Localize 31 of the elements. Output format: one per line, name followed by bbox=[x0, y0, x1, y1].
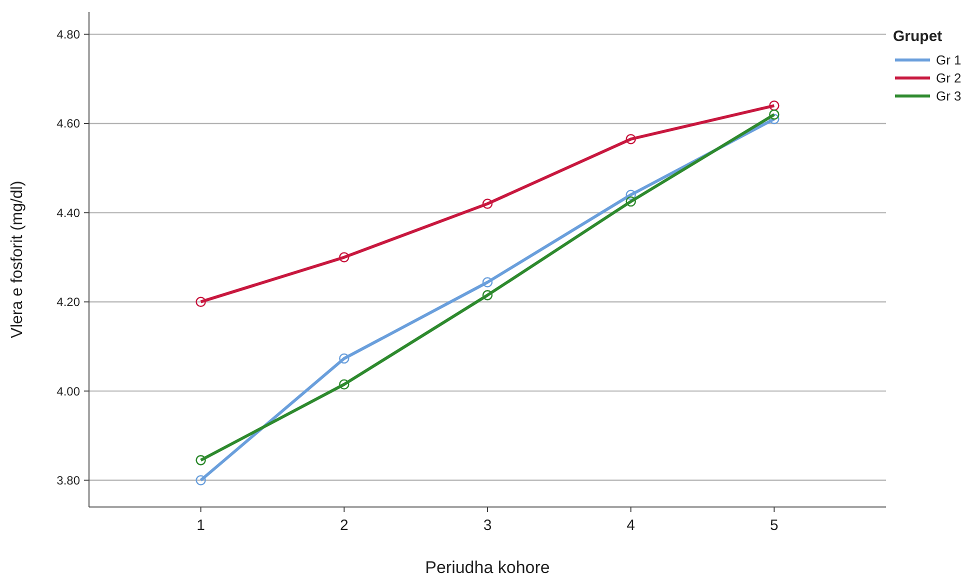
y-axis-title: Vlera e fosforit (mg/dl) bbox=[9, 180, 26, 338]
point bbox=[339, 379, 350, 390]
point bbox=[339, 353, 350, 364]
point bbox=[482, 290, 493, 300]
point bbox=[339, 252, 350, 262]
x-tick-label: 3 bbox=[483, 517, 492, 534]
y-tick-label: 4.80 bbox=[56, 27, 80, 42]
legend-label: Gr 3 bbox=[936, 88, 962, 104]
legend-title: Grupet bbox=[893, 28, 942, 45]
y-tick-label: 4.40 bbox=[56, 206, 80, 220]
legend-label: Gr 1 bbox=[936, 52, 962, 68]
x-tick-label: 2 bbox=[340, 517, 348, 534]
point bbox=[196, 475, 206, 486]
point bbox=[482, 277, 493, 288]
point bbox=[196, 296, 206, 308]
legend-label: Gr 2 bbox=[936, 70, 962, 86]
y-tick-label: 4.00 bbox=[56, 384, 80, 398]
point bbox=[626, 190, 636, 200]
y-tick-label: 4.20 bbox=[56, 295, 80, 310]
x-tick-label: 1 bbox=[196, 517, 205, 534]
point bbox=[196, 455, 206, 466]
point bbox=[482, 198, 493, 209]
point bbox=[626, 196, 636, 207]
point bbox=[626, 134, 636, 144]
y-tick-label: 4.60 bbox=[56, 116, 80, 131]
x-axis-title: Periudha kohore bbox=[425, 558, 550, 576]
point bbox=[769, 109, 780, 120]
x-tick-label: 4 bbox=[626, 517, 636, 534]
x-tick-label: 5 bbox=[770, 517, 778, 534]
point bbox=[769, 100, 780, 111]
y-tick-label: 3.80 bbox=[56, 473, 80, 488]
